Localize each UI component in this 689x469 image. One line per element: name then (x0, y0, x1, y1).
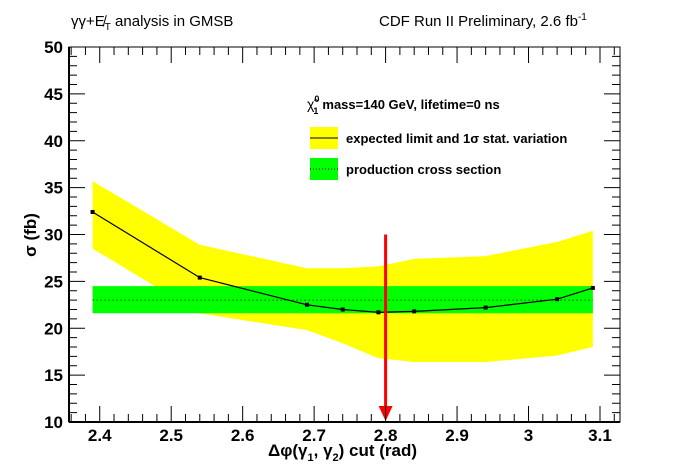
expected-limit-point (412, 309, 417, 314)
x-tick-label: 3.1 (588, 426, 612, 445)
x-tick-label: 2.7 (302, 426, 326, 445)
x-tick-label: 2.5 (159, 426, 183, 445)
y-tick-label: 45 (44, 85, 63, 104)
expected-limit-band (92, 181, 593, 362)
expected-limit-point (304, 302, 309, 307)
expected-limit-point (340, 307, 345, 312)
expected-limit-point (483, 305, 488, 310)
legend-header: χ̃0 1 mass=140 GeV, lifetime=0 ns (307, 94, 500, 116)
y-tick-label: 10 (44, 413, 63, 432)
y-tick-label: 20 (44, 319, 63, 338)
x-axis-label: Δφ(γ1, γ2) cut (rad) (268, 441, 417, 464)
y-tick-label: 15 (44, 366, 63, 385)
expected-limit-point (376, 310, 381, 315)
legend-swatch-xsec (310, 158, 338, 180)
y-tick-label: 30 (44, 226, 63, 245)
y-tick-label: 35 (44, 179, 63, 198)
x-tick-label: 2.4 (88, 426, 112, 445)
legend-label-expected: expected limit and 1σ stat. variation (346, 131, 567, 146)
y-tick-label: 50 (44, 38, 63, 57)
x-tick-label: 2.9 (445, 426, 469, 445)
title-left: γγ+E̸T analysis in GMSB (71, 13, 233, 33)
y-tick-label: 25 (44, 272, 63, 291)
x-tick-label: 3 (524, 426, 533, 445)
y-tick-label: 40 (44, 132, 63, 151)
expected-limit-point (197, 275, 202, 280)
x-tick-label: 2.6 (231, 426, 255, 445)
plot-area (90, 181, 595, 421)
y-axis-label: σ (fb) (21, 213, 40, 257)
legend-label-xsec: production cross section (346, 162, 501, 177)
x-tick-label: 2.8 (374, 426, 398, 445)
title-right: CDF Run II Preliminary, 2.6 fb-1 (379, 12, 587, 30)
legend: χ̃0 1 mass=140 GeV, lifetime=0 ns expected … (307, 94, 567, 180)
expected-limit-point (90, 210, 95, 214)
expected-limit-point (555, 297, 560, 302)
cross-section-band (92, 286, 593, 314)
axes-frame: 10 15 20 25 30 35 40 45 50 2.4 2.5 2.6 2.7 2.8 2.9 3 3.1 (44, 38, 621, 445)
expected-limit-point (590, 285, 595, 290)
